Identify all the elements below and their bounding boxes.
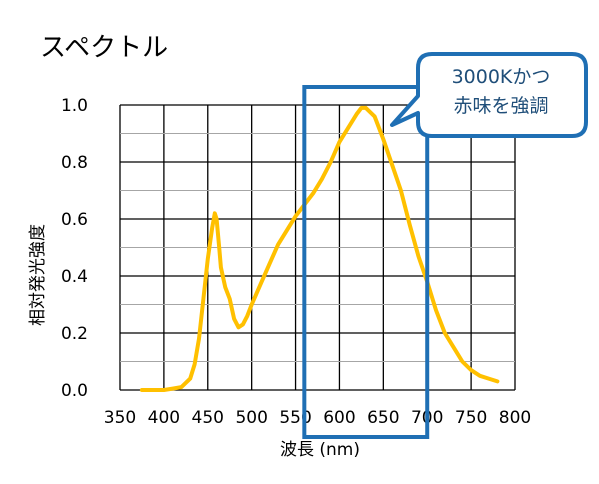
y-tick-label: 0.4 [61, 267, 88, 287]
callout-line-1: 3000Kかつ [452, 66, 551, 88]
x-tick-label: 650 [367, 408, 399, 428]
highlight-range-box [302, 85, 430, 439]
x-tick-label: 500 [235, 408, 267, 428]
chart-title: スペクトル [40, 33, 168, 63]
annotation-callout: 3000Kかつ 赤味を強調 [390, 52, 588, 138]
y-tick-labels: 0.0 0.2 0.4 0.6 0.8 1.0 [61, 96, 88, 401]
y-axis-label: 相対発光強度 [28, 224, 48, 326]
x-tick-label: 550 [279, 408, 311, 428]
x-tick-label: 350 [104, 408, 136, 428]
y-tick-label: 1.0 [61, 96, 88, 116]
spectrum-line [139, 105, 500, 392]
grid [119, 104, 516, 391]
x-tick-label: 400 [148, 408, 180, 428]
x-tick-label: 450 [192, 408, 224, 428]
y-tick-label: 0.6 [61, 210, 88, 230]
x-axis-label: 波長 (nm) [280, 440, 360, 460]
x-tick-label: 600 [323, 408, 355, 428]
callout-line-2: 赤味を強調 [453, 95, 548, 117]
callout-bubble [390, 52, 588, 138]
x-tick-label: 800 [499, 408, 531, 428]
y-tick-label: 0.2 [61, 324, 88, 344]
x-tick-label: 750 [455, 408, 487, 428]
y-tick-label: 0.8 [61, 153, 88, 173]
x-tick-labels: 350 400 450 500 550 600 650 700 750 800 [104, 408, 531, 428]
y-tick-label: 0.0 [61, 381, 88, 401]
